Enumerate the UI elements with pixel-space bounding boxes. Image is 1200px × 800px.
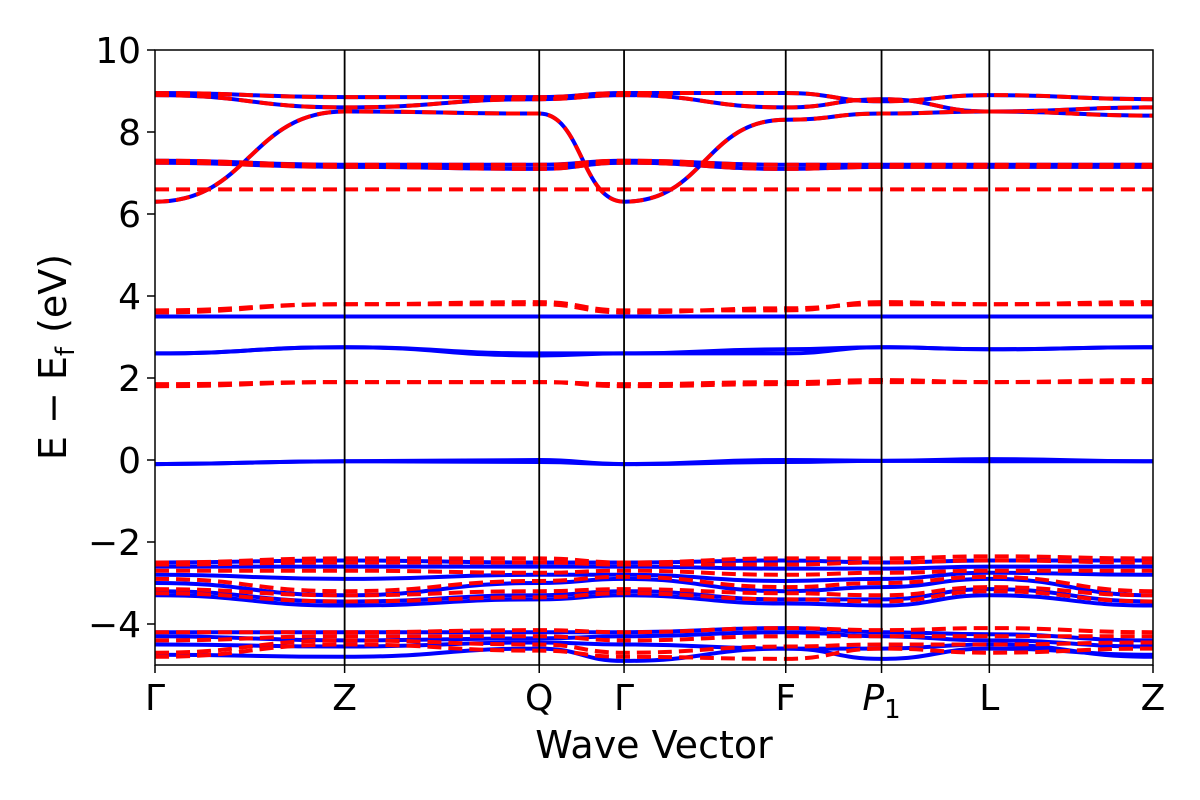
y-axis-title: E − Ef (eV)	[31, 254, 81, 460]
y-tick-label: −4	[88, 605, 141, 646]
x-axis: Γ Z Q Γ F P1 L Z	[145, 665, 1165, 725]
y-tick-label: 0	[118, 441, 141, 482]
y-tick-label: 4	[118, 277, 141, 318]
y-tick-label: −2	[88, 523, 141, 564]
y-tick-label: 8	[118, 113, 141, 154]
x-tick-label-4: Γ	[614, 678, 634, 719]
x-tick-label-1: Γ	[145, 678, 165, 719]
plot-frame	[154, 49, 1154, 666]
x-tick-label-3: Q	[525, 678, 553, 719]
y-axis-title-subscript: f	[51, 346, 81, 356]
x-axis-title: Wave Vector	[535, 723, 773, 767]
x-tick-label-6: P1	[862, 678, 900, 725]
x-tick-label-2: Z	[332, 678, 357, 719]
solid-band-1	[155, 646, 1153, 663]
dashed-band-12	[155, 378, 1153, 387]
y-tick-label: 10	[95, 31, 141, 72]
high-symmetry-lines	[343, 50, 991, 665]
x-tick-label-5: F	[775, 678, 796, 719]
x-tick-label-7: L	[979, 678, 999, 719]
bands-layer	[155, 91, 1153, 663]
y-axis-title-unit: (eV)	[31, 254, 75, 333]
solid-band-14	[155, 345, 1153, 358]
dashed-band-14	[155, 300, 1153, 313]
y-axis-title-main: E − E	[31, 356, 75, 460]
y-tick-label: 6	[118, 195, 141, 236]
solid-band-9	[155, 564, 1153, 571]
y-tick-label: 2	[118, 359, 141, 400]
x-tick-label-8: Z	[1141, 678, 1166, 719]
y-axis: −4 −2 0 2 4 6 8 10	[88, 31, 155, 646]
